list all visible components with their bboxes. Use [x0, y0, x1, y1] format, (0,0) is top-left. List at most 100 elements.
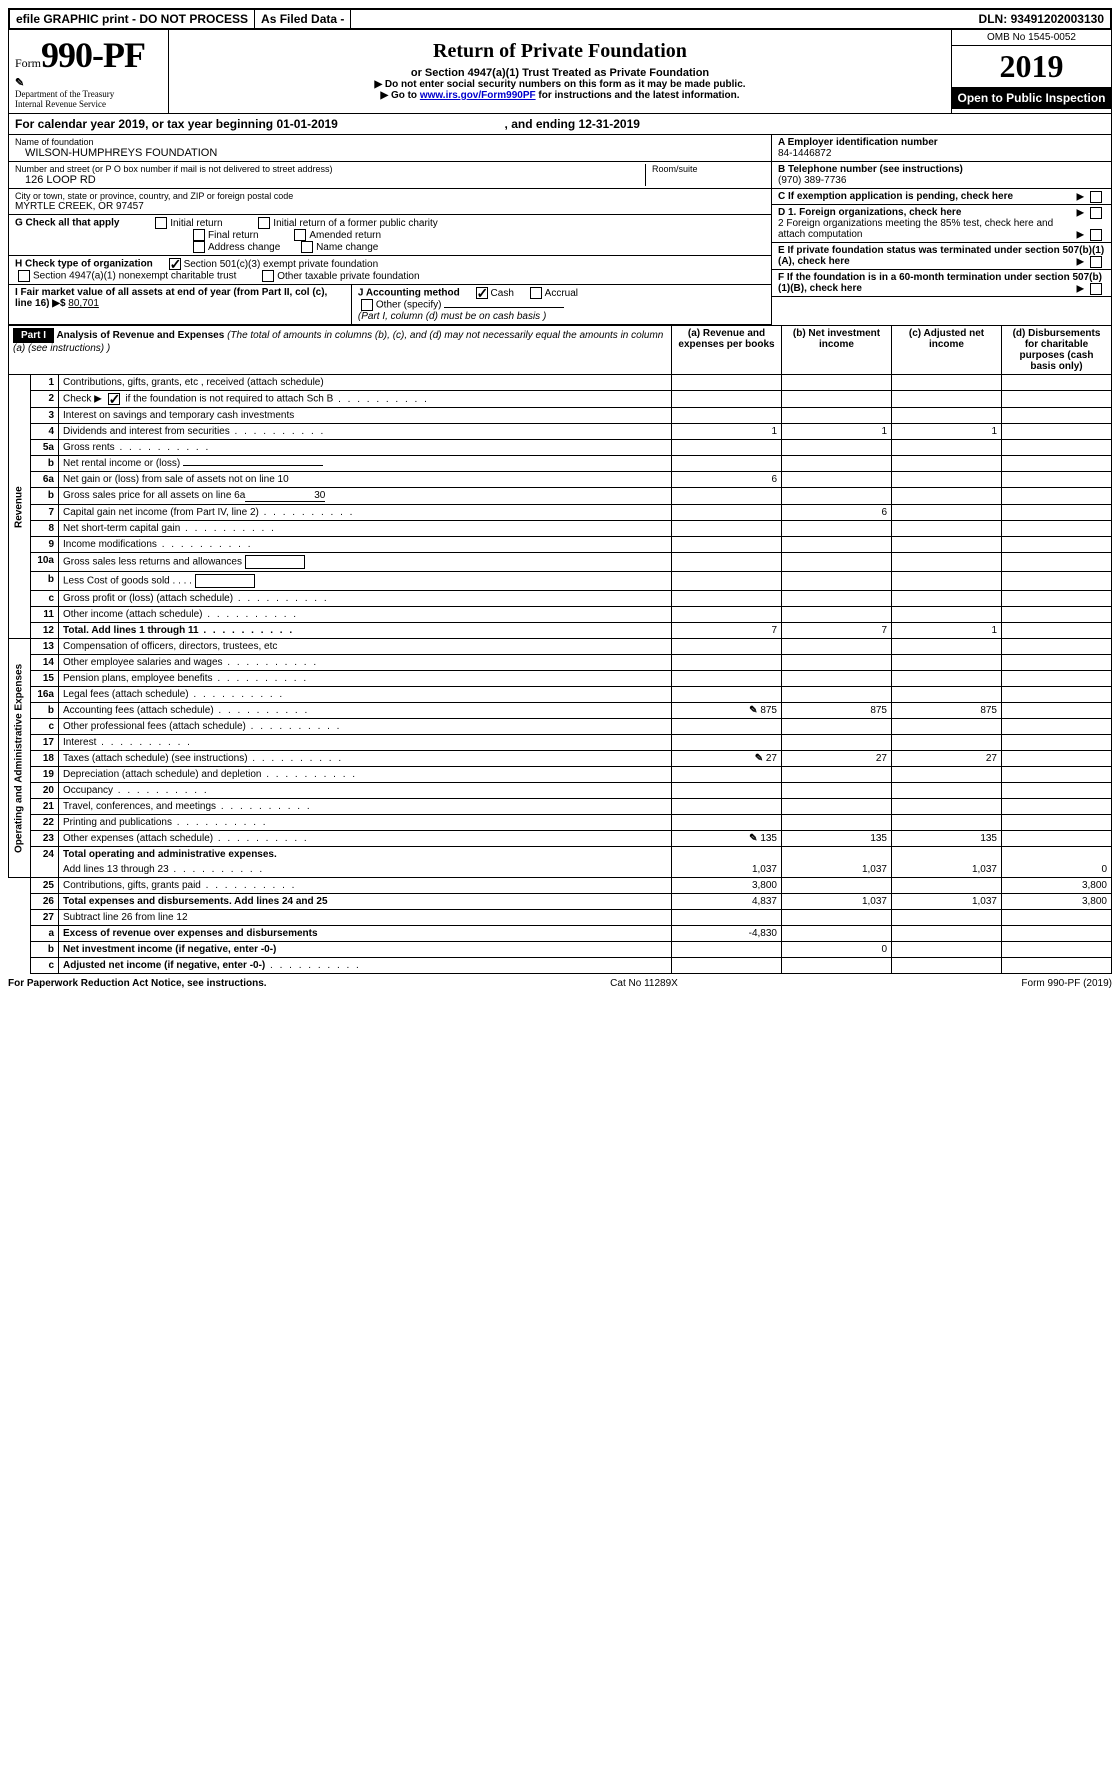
line-desc: Net short-term capital gain [59, 521, 672, 537]
note-link: ▶ Go to www.irs.gov/Form990PF for instru… [179, 90, 941, 101]
line-num: 16a [31, 687, 59, 703]
line-num: 14 [31, 655, 59, 671]
line-num: 22 [31, 815, 59, 831]
table-row: Operating and Administrative Expenses 13… [9, 639, 1112, 655]
d-cell: D 1. Foreign organizations, check here▶ … [772, 205, 1111, 243]
street-address: 126 LOOP RD [15, 174, 645, 186]
line-num: 8 [31, 521, 59, 537]
g-opt-2: Final return [208, 230, 259, 241]
chk-address-change[interactable] [193, 241, 205, 253]
cell-val: 3,800 [1002, 894, 1112, 910]
footer-left: For Paperwork Reduction Act Notice, see … [8, 978, 267, 989]
chk-final-return[interactable] [193, 229, 205, 241]
chk-schb[interactable] [108, 393, 120, 405]
cell-val: 875 [892, 703, 1002, 719]
line-num: 25 [31, 878, 59, 894]
chk-c[interactable] [1090, 191, 1102, 203]
cell-val: 0 [782, 942, 892, 958]
pen-icon[interactable] [749, 705, 757, 716]
line-num: c [31, 719, 59, 735]
line-num: 6a [31, 472, 59, 488]
c-label: C If exemption application is pending, c… [778, 191, 1013, 202]
cell-val: 1 [672, 424, 782, 440]
cell-val: 3,800 [1002, 878, 1112, 894]
chk-e[interactable] [1090, 256, 1102, 268]
line-desc: Check ▶ if the foundation is not require… [59, 391, 672, 408]
chk-initial-return[interactable] [155, 217, 167, 229]
form-number: Form990-PF [15, 34, 162, 76]
table-row: 16aLegal fees (attach schedule) [9, 687, 1112, 703]
chk-4947a1[interactable] [18, 270, 30, 282]
d2-label: 2 Foreign organizations meeting the 85% … [778, 218, 1053, 240]
pen-icon[interactable] [755, 753, 763, 764]
g-opt-3: Amended return [309, 230, 381, 241]
line-desc: Depreciation (attach schedule) and deple… [59, 767, 672, 783]
section-g: G Check all that apply Initial return In… [9, 215, 771, 256]
chk-cash[interactable] [476, 287, 488, 299]
g-label: G Check all that apply [15, 218, 119, 229]
chk-d1[interactable] [1090, 207, 1102, 219]
chk-d2[interactable] [1090, 229, 1102, 241]
table-row: 6aNet gain or (loss) from sale of assets… [9, 472, 1112, 488]
line-desc: Contributions, gifts, grants, etc , rece… [59, 375, 672, 391]
dln-value: 93491202003130 [1011, 12, 1104, 26]
col-c-hdr: (c) Adjusted net income [892, 326, 1002, 375]
table-row: 10aGross sales less returns and allowanc… [9, 553, 1112, 572]
line-num: 26 [31, 894, 59, 910]
dept-treasury: Department of the Treasury [15, 89, 162, 99]
cell-val: 1,037 [672, 862, 782, 878]
line-num: 19 [31, 767, 59, 783]
g-opt-0: Initial return [170, 218, 222, 229]
d1-label: D 1. Foreign organizations, check here [778, 207, 961, 218]
id-right: A Employer identification number 84-1446… [771, 135, 1111, 325]
cell-val: 3,800 [672, 878, 782, 894]
id-left: Name of foundation WILSON-HUMPHREYS FOUN… [9, 135, 771, 325]
line-desc: Less Cost of goods sold . . . . [59, 572, 672, 591]
irs-link[interactable]: www.irs.gov/Form990PF [420, 90, 536, 101]
chk-other-method[interactable] [361, 299, 373, 311]
header-right: OMB No 1545-0052 2019 Open to Public Ins… [951, 30, 1111, 113]
cell-val: 875 [782, 703, 892, 719]
table-row: bGross sales price for all assets on lin… [9, 488, 1112, 505]
chk-other-taxable[interactable] [262, 270, 274, 282]
line-desc: Gross sales price for all assets on line… [59, 488, 672, 505]
chk-501c3[interactable] [169, 258, 181, 270]
chk-initial-former[interactable] [258, 217, 270, 229]
cell-val: 1,037 [892, 862, 1002, 878]
table-row: cGross profit or (loss) (attach schedule… [9, 591, 1112, 607]
col-d-hdr: (d) Disbursements for charitable purpose… [1002, 326, 1112, 375]
cell-val: 1,037 [892, 894, 1002, 910]
cell-val: 1,037 [782, 862, 892, 878]
table-row: 4Dividends and interest from securities1… [9, 424, 1112, 440]
line-desc: Pension plans, employee benefits [59, 671, 672, 687]
efile-notice: efile GRAPHIC print - DO NOT PROCESS [10, 10, 255, 28]
room-block: Room/suite [645, 164, 765, 186]
chk-f[interactable] [1090, 283, 1102, 295]
chk-name-change[interactable] [301, 241, 313, 253]
chk-amended-return[interactable] [294, 229, 306, 241]
pen-icon[interactable] [749, 833, 757, 844]
note-ssn: ▶ Do not enter social security numbers o… [179, 79, 941, 90]
j-other: Other (specify) [376, 300, 442, 311]
table-row: 26Total expenses and disbursements. Add … [9, 894, 1112, 910]
table-row: 23Other expenses (attach schedule) 13513… [9, 831, 1112, 847]
e-label: E If private foundation status was termi… [778, 245, 1104, 267]
omb-number: OMB No 1545-0052 [952, 30, 1111, 46]
table-row: bNet investment income (if negative, ent… [9, 942, 1112, 958]
line-num: b [31, 942, 59, 958]
line-desc: Capital gain net income (from Part IV, l… [59, 505, 672, 521]
line-num: 17 [31, 735, 59, 751]
table-row: bNet rental income or (loss) [9, 456, 1112, 472]
part1-badge: Part I [13, 328, 54, 343]
table-row: Add lines 13 through 231,0371,0371,0370 [9, 862, 1112, 878]
f-cell: F If the foundation is in a 60-month ter… [772, 270, 1111, 297]
col-b-hdr: (b) Net investment income [782, 326, 892, 375]
footer-right: Form 990-PF (2019) [1021, 978, 1112, 989]
line-desc: Other expenses (attach schedule) [59, 831, 672, 847]
chk-accrual[interactable] [530, 287, 542, 299]
inline-val: 30 [245, 490, 325, 502]
ein-value: 84-1446872 [778, 148, 1105, 159]
line-desc: Income modifications [59, 537, 672, 553]
header-mid: Return of Private Foundation or Section … [169, 30, 951, 113]
table-row: aExcess of revenue over expenses and dis… [9, 926, 1112, 942]
